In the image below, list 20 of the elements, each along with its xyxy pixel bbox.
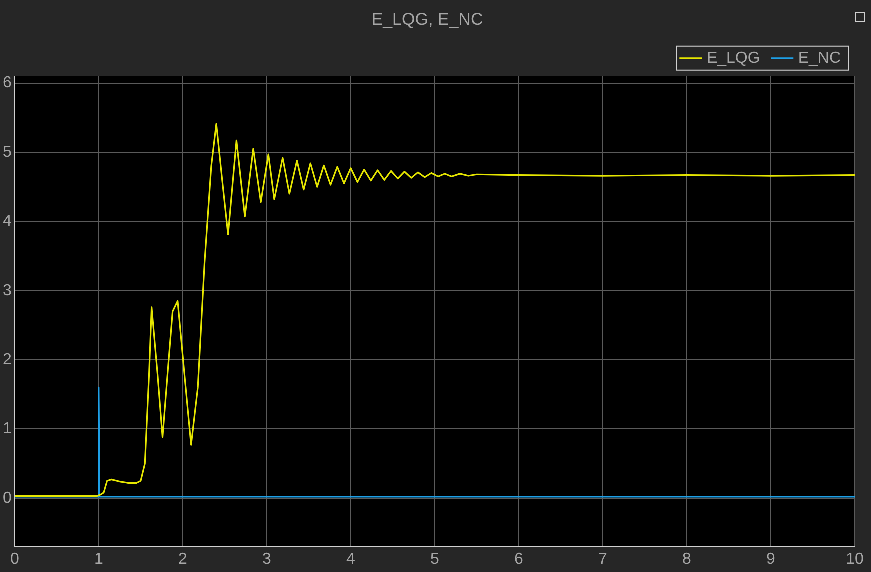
x-tick-label: 8 bbox=[682, 550, 692, 568]
y-tick-label: 0 bbox=[2, 490, 12, 507]
x-tick-label: 3 bbox=[262, 550, 272, 568]
y-tick-label: 5 bbox=[2, 144, 12, 161]
y-tick-label: 6 bbox=[2, 74, 12, 92]
x-tick-label: 9 bbox=[766, 550, 776, 568]
y-tick-label: 3 bbox=[2, 282, 12, 300]
x-tick-label: 1 bbox=[94, 550, 104, 568]
x-tick-label: 5 bbox=[430, 550, 440, 568]
y-tick-label: 2 bbox=[2, 351, 12, 368]
y-tick-label: 4 bbox=[2, 213, 12, 230]
x-tick-label: 2 bbox=[178, 550, 188, 568]
y-tick-label: 1 bbox=[2, 420, 12, 438]
x-tick-label: 7 bbox=[598, 550, 608, 568]
x-tick-label: 10 bbox=[846, 550, 864, 568]
x-tick-label: 6 bbox=[514, 550, 524, 568]
legend-label: E_LQG bbox=[706, 50, 760, 67]
x-tick-label: 4 bbox=[346, 550, 356, 568]
chart-title: E_LQG, E_NC bbox=[372, 10, 484, 29]
legend-label: E_NC bbox=[798, 50, 842, 67]
